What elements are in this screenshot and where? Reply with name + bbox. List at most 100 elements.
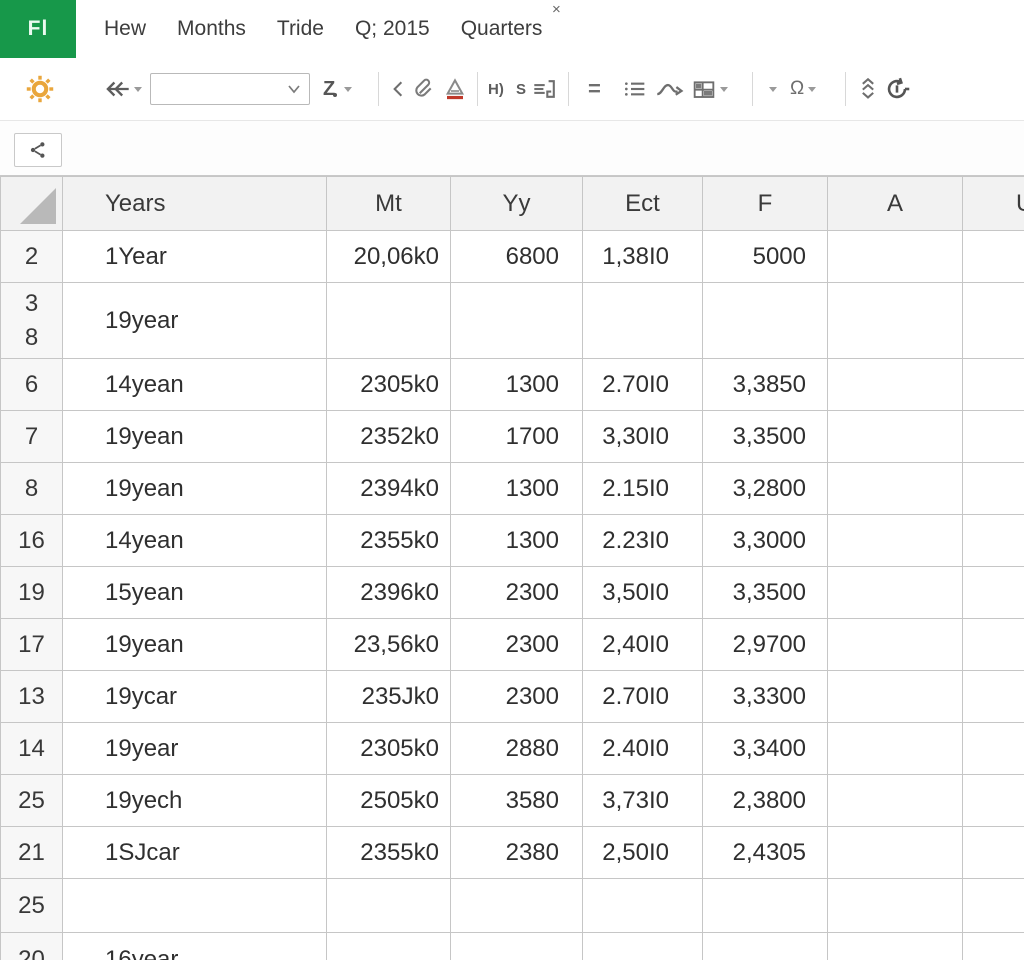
cell[interactable]: [702, 282, 828, 359]
cell[interactable]: 1Year: [62, 230, 327, 283]
cell[interactable]: 14yean: [62, 358, 327, 411]
cell[interactable]: [827, 230, 963, 283]
chevron-down-icon[interactable]: [134, 86, 142, 92]
row-number[interactable]: 13: [0, 670, 63, 723]
cell[interactable]: 19yech: [62, 774, 327, 827]
cell[interactable]: 16year: [62, 932, 327, 960]
cell[interactable]: 3,30I0: [582, 410, 703, 463]
cell[interactable]: 3,3400: [702, 722, 828, 775]
cell[interactable]: [450, 932, 583, 960]
cell[interactable]: 3,3500: [702, 566, 828, 619]
cell[interactable]: 23,56k0: [326, 618, 451, 671]
cell[interactable]: [827, 774, 963, 827]
row-number[interactable]: 6: [0, 358, 63, 411]
cell[interactable]: [702, 878, 828, 933]
cell[interactable]: [827, 618, 963, 671]
sort-arrows-icon[interactable]: [858, 58, 878, 120]
cell[interactable]: 2.15I0: [582, 462, 703, 515]
column-header-f[interactable]: F: [702, 176, 828, 231]
cell[interactable]: 3,2800: [702, 462, 828, 515]
cell[interactable]: 2.40I0: [582, 722, 703, 775]
cell[interactable]: 5000: [702, 230, 828, 283]
list-icon[interactable]: [623, 58, 647, 120]
cell[interactable]: 2300: [450, 670, 583, 723]
cell[interactable]: 2380: [450, 826, 583, 879]
row-number[interactable]: 25: [0, 878, 63, 933]
row-number[interactable]: 8: [0, 462, 63, 515]
name-box[interactable]: [150, 73, 310, 105]
share-button[interactable]: [14, 133, 62, 167]
align-indent-icon[interactable]: [533, 58, 559, 120]
style-s-icon[interactable]: S: [516, 80, 527, 98]
cell[interactable]: 2396k0: [326, 566, 451, 619]
cell[interactable]: 2505k0: [326, 774, 451, 827]
dropdown-caret-icon[interactable]: [765, 58, 777, 120]
cell[interactable]: 2394k0: [326, 462, 451, 515]
cell[interactable]: 19year: [62, 722, 327, 775]
cell[interactable]: 3,3850: [702, 358, 828, 411]
cell[interactable]: 14yean: [62, 514, 327, 567]
cell[interactable]: 3,3300: [702, 670, 828, 723]
row-number[interactable]: 19: [0, 566, 63, 619]
cell[interactable]: [827, 358, 963, 411]
cell[interactable]: [962, 358, 1024, 411]
cell[interactable]: 2,4305: [702, 826, 828, 879]
row-number[interactable]: 16: [0, 514, 63, 567]
chevron-down-icon[interactable]: [344, 86, 353, 92]
cell[interactable]: [962, 670, 1024, 723]
menu-item-q2015[interactable]: Q; 2015: [354, 17, 430, 40]
cell[interactable]: 2352k0: [326, 410, 451, 463]
cell[interactable]: [827, 514, 963, 567]
close-icon[interactable]: ×: [552, 1, 561, 18]
cell[interactable]: [962, 410, 1024, 463]
cell[interactable]: [827, 282, 963, 359]
settings-gear-icon[interactable]: [26, 58, 54, 120]
app-logo[interactable]: Fl: [0, 0, 76, 58]
cell[interactable]: [962, 514, 1024, 567]
cell[interactable]: 2300: [450, 618, 583, 671]
row-number[interactable]: 20: [0, 932, 63, 960]
cell[interactable]: 3,3000: [702, 514, 828, 567]
cell[interactable]: [827, 722, 963, 775]
cell[interactable]: [827, 932, 963, 960]
cell[interactable]: 3580: [450, 774, 583, 827]
cell[interactable]: [962, 230, 1024, 283]
cell[interactable]: 3,3500: [702, 410, 828, 463]
equals-icon[interactable]: =: [588, 76, 601, 101]
cell[interactable]: 2.23I0: [582, 514, 703, 567]
connector-route-icon[interactable]: [656, 58, 684, 120]
cell[interactable]: [62, 878, 327, 933]
cell[interactable]: 19year: [62, 282, 327, 359]
cell[interactable]: [962, 774, 1024, 827]
cell[interactable]: [962, 462, 1024, 515]
cell[interactable]: 20,06k0: [326, 230, 451, 283]
cell[interactable]: 19yean: [62, 618, 327, 671]
cell[interactable]: [827, 410, 963, 463]
chevron-down-icon[interactable]: [287, 84, 301, 94]
cell[interactable]: [582, 932, 703, 960]
menu-item-quarters[interactable]: Quarters: [460, 17, 543, 40]
column-header-yy[interactable]: Yy: [450, 176, 583, 231]
cell[interactable]: [827, 878, 963, 933]
cell[interactable]: [326, 878, 451, 933]
cell[interactable]: 2,3800: [702, 774, 828, 827]
cell[interactable]: 2,40I0: [582, 618, 703, 671]
cell[interactable]: 1SJcar: [62, 826, 327, 879]
cell[interactable]: [827, 462, 963, 515]
cell[interactable]: [962, 618, 1024, 671]
cell[interactable]: 2300: [450, 566, 583, 619]
row-number[interactable]: 2: [0, 230, 63, 283]
menu-item-tride[interactable]: Tride: [276, 17, 324, 40]
cell[interactable]: [962, 878, 1024, 933]
cell[interactable]: [326, 932, 451, 960]
cell[interactable]: 2305k0: [326, 722, 451, 775]
cell[interactable]: [450, 282, 583, 359]
cell[interactable]: 2880: [450, 722, 583, 775]
cell[interactable]: [827, 566, 963, 619]
cell[interactable]: 1300: [450, 358, 583, 411]
row-number[interactable]: 17: [0, 618, 63, 671]
cell[interactable]: 1300: [450, 514, 583, 567]
cell[interactable]: [962, 282, 1024, 359]
column-header-ect[interactable]: Ect: [582, 176, 703, 231]
row-number[interactable]: 21: [0, 826, 63, 879]
